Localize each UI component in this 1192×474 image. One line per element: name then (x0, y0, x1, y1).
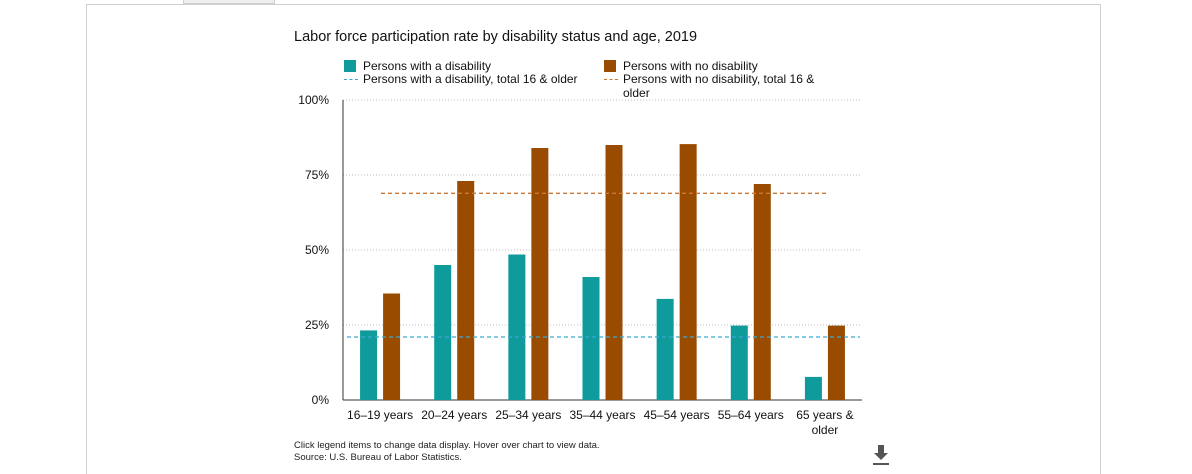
x-tick-label-5: 55–64 years (718, 408, 784, 422)
chart-source: Source: U.S. Bureau of Labor Statistics. (294, 452, 462, 463)
bar-series1-cat3[interactable] (605, 145, 623, 400)
download-icon (873, 445, 889, 465)
bar-series0-cat0[interactable] (360, 330, 378, 400)
legend-label-disability: Persons with a disability (363, 59, 492, 73)
x-tick-label-3: 35–44 years (569, 408, 635, 422)
x-tick-label-4: 45–54 years (644, 408, 710, 422)
legend-label-no-disability: Persons with no disability (623, 59, 758, 73)
chart-title: Labor force participation rate by disabi… (294, 29, 698, 45)
y-tick-label-100: 100% (298, 93, 329, 107)
bar-series1-cat5[interactable] (753, 184, 771, 400)
bar-series0-cat5[interactable] (730, 325, 748, 400)
legend-label-no-disability-total-line2: older (623, 86, 650, 100)
x-tick-label-2: 25–34 years (495, 408, 561, 422)
bar-series0-cat4[interactable] (656, 298, 674, 400)
tab-stub[interactable] (183, 0, 275, 4)
legend-dash-disability-total (344, 79, 358, 80)
bar-series1-cat0[interactable] (383, 293, 401, 401)
bar-series1-cat2[interactable] (531, 148, 549, 400)
y-tick-label-0: 0% (312, 393, 330, 407)
x-tick-label-6: 65 years & older (796, 408, 853, 437)
bar-series0-cat2[interactable] (508, 254, 526, 401)
legend-dash-no-disability-total (604, 79, 618, 80)
download-button[interactable] (870, 444, 892, 466)
legend-swatch-no-disability (604, 60, 616, 72)
x-tick-label-0: 16–19 years (347, 408, 413, 422)
bar-series1-cat6[interactable] (827, 325, 845, 400)
bar-series1-cat4[interactable] (679, 144, 697, 400)
bar-series1-cat1[interactable] (457, 181, 475, 400)
bar-series0-cat1[interactable] (434, 265, 452, 400)
legend-label-disability-total: Persons with a disability, total 16 & ol… (363, 72, 578, 86)
y-tick-label-75: 75% (305, 168, 329, 182)
chart-note: Click legend items to change data displa… (294, 440, 600, 451)
chart-panel (86, 4, 1101, 474)
legend-swatch-disability (344, 60, 356, 72)
y-tick-label-25: 25% (305, 318, 329, 332)
bar-series0-cat6[interactable] (804, 376, 822, 400)
y-tick-label-50: 50% (305, 243, 329, 257)
bar-series0-cat3[interactable] (582, 277, 600, 400)
legend-label-no-disability-total-line1: Persons with no disability, total 16 & (623, 72, 815, 86)
x-tick-label-1: 20–24 years (421, 408, 487, 422)
